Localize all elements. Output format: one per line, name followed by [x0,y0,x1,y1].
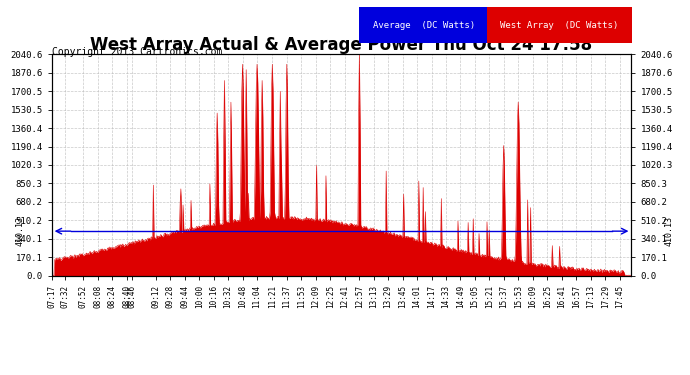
Text: 410.13: 410.13 [664,216,673,246]
Text: Average  (DC Watts): Average (DC Watts) [373,21,475,30]
Text: 410.13: 410.13 [15,216,24,246]
Text: West Array  (DC Watts): West Array (DC Watts) [500,21,618,30]
Text: Copyright 2013 Cartronics.com: Copyright 2013 Cartronics.com [52,47,222,57]
Title: West Array Actual & Average Power Thu Oct 24 17:58: West Array Actual & Average Power Thu Oc… [90,36,593,54]
